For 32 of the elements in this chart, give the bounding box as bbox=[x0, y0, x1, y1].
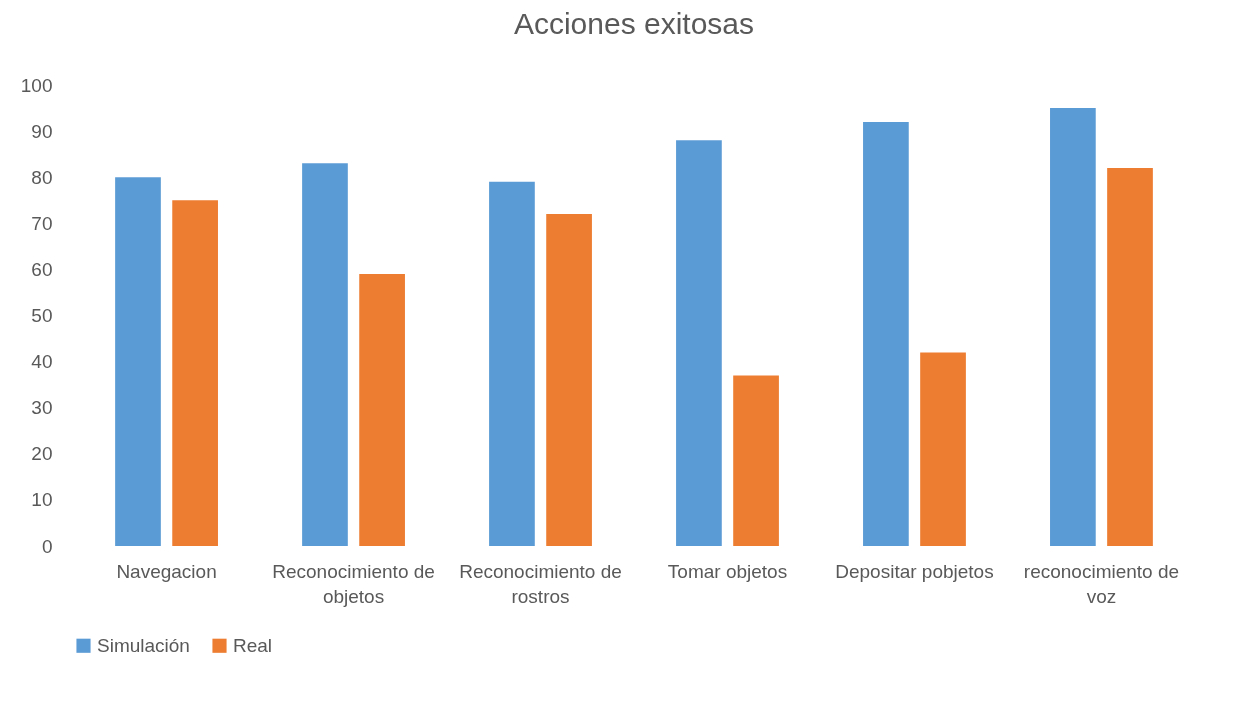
bar bbox=[115, 177, 161, 546]
bar bbox=[546, 214, 592, 546]
bar bbox=[359, 274, 405, 546]
bar bbox=[920, 352, 966, 546]
legend-label: Simulación bbox=[97, 634, 190, 656]
y-tick-label: 100 bbox=[20, 74, 53, 96]
bar bbox=[733, 375, 779, 546]
y-tick-label: 60 bbox=[31, 258, 53, 280]
chart-title: Acciones exitosas bbox=[513, 7, 755, 40]
bar bbox=[863, 121, 909, 546]
y-tick-label: 10 bbox=[31, 489, 53, 511]
bar bbox=[172, 200, 218, 546]
bar bbox=[676, 140, 722, 546]
bar bbox=[1107, 167, 1153, 546]
bar bbox=[302, 163, 348, 546]
legend-label: Real bbox=[233, 634, 273, 656]
bar bbox=[489, 181, 535, 546]
y-tick-label: 80 bbox=[31, 166, 53, 188]
bar bbox=[1050, 108, 1096, 546]
x-tick-label: Tomar objetos bbox=[667, 560, 788, 582]
x-tick-label: Reconocimiento de rostros bbox=[459, 560, 622, 607]
y-tick-label: 40 bbox=[31, 351, 53, 373]
x-tick-label: Navegacion bbox=[116, 560, 217, 582]
y-tick-label: 0 bbox=[41, 535, 53, 557]
x-tick-label: Depositar pobjetos bbox=[835, 560, 994, 582]
y-tick-label: 50 bbox=[31, 305, 53, 326]
x-tick-label: Reconocimiento de objetos bbox=[272, 560, 435, 607]
y-tick-label: 90 bbox=[31, 120, 53, 142]
y-tick-label: 70 bbox=[31, 212, 53, 234]
x-tick-label: reconocimiento de voz bbox=[1023, 560, 1180, 607]
y-tick-label: 30 bbox=[31, 397, 53, 419]
y-tick-label: 20 bbox=[31, 443, 53, 465]
